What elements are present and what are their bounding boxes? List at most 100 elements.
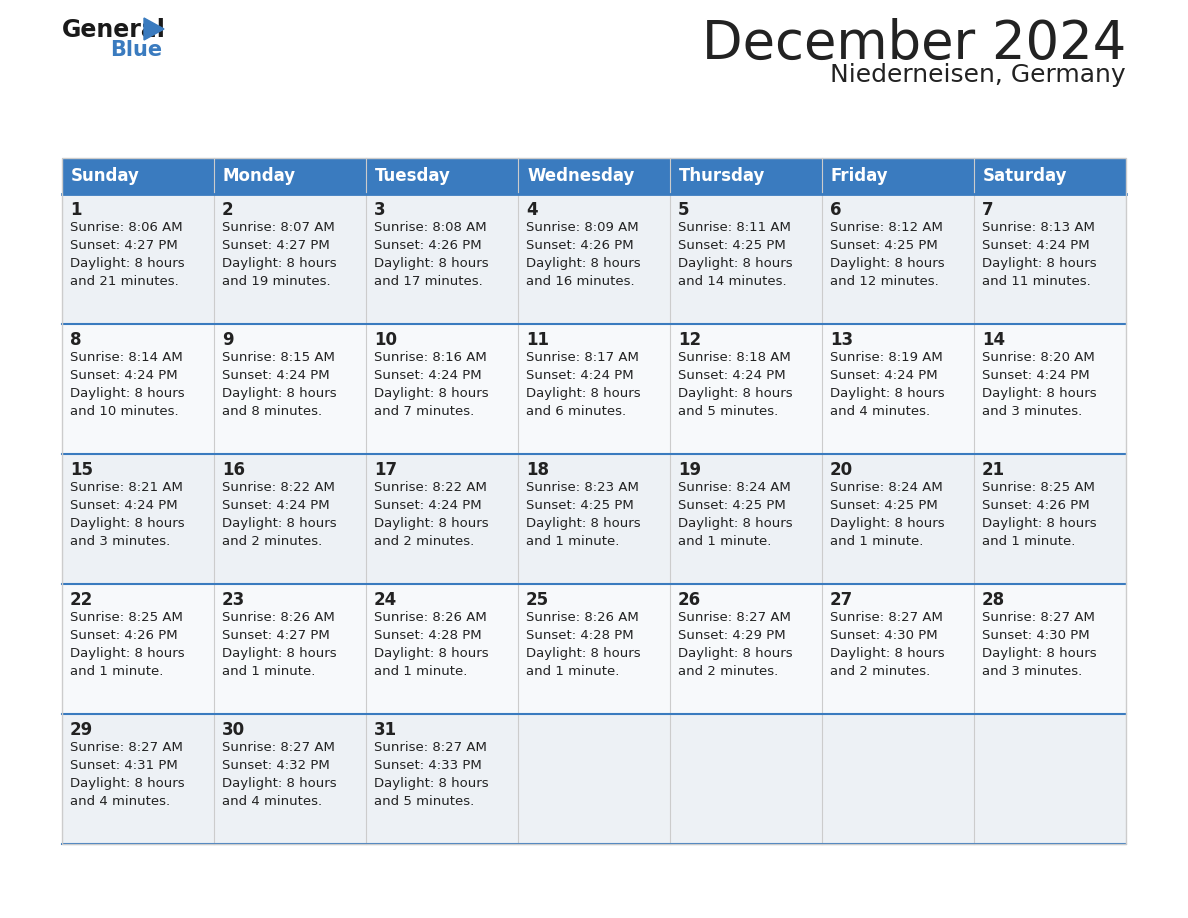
Text: Thursday: Thursday [680,167,765,185]
Text: 21: 21 [982,461,1005,479]
Text: Daylight: 8 hours: Daylight: 8 hours [526,387,640,400]
Text: Daylight: 8 hours: Daylight: 8 hours [526,257,640,270]
Text: Sunrise: 8:26 AM: Sunrise: 8:26 AM [374,611,487,624]
Text: and 11 minutes.: and 11 minutes. [982,275,1091,288]
Text: and 10 minutes.: and 10 minutes. [70,405,178,418]
Text: 23: 23 [222,591,245,609]
Text: and 4 minutes.: and 4 minutes. [830,405,930,418]
Text: Daylight: 8 hours: Daylight: 8 hours [830,257,944,270]
Text: Sunday: Sunday [71,167,140,185]
Text: Sunset: 4:25 PM: Sunset: 4:25 PM [830,239,937,252]
Text: Sunset: 4:25 PM: Sunset: 4:25 PM [830,499,937,512]
Text: Daylight: 8 hours: Daylight: 8 hours [374,257,488,270]
Text: and 14 minutes.: and 14 minutes. [678,275,786,288]
Text: Sunrise: 8:26 AM: Sunrise: 8:26 AM [222,611,335,624]
Text: 31: 31 [374,721,397,739]
Text: 20: 20 [830,461,853,479]
Text: Sunset: 4:26 PM: Sunset: 4:26 PM [374,239,481,252]
Text: 17: 17 [374,461,397,479]
Text: 2: 2 [222,201,234,219]
Text: Sunrise: 8:23 AM: Sunrise: 8:23 AM [526,481,639,494]
Text: December 2024: December 2024 [702,18,1126,70]
Text: 25: 25 [526,591,549,609]
Text: Sunset: 4:27 PM: Sunset: 4:27 PM [222,629,330,642]
Text: and 2 minutes.: and 2 minutes. [222,535,322,548]
Text: and 3 minutes.: and 3 minutes. [70,535,170,548]
Text: and 12 minutes.: and 12 minutes. [830,275,939,288]
Text: Sunset: 4:24 PM: Sunset: 4:24 PM [70,499,178,512]
Text: Sunset: 4:25 PM: Sunset: 4:25 PM [526,499,633,512]
Text: Daylight: 8 hours: Daylight: 8 hours [70,777,184,790]
Text: Daylight: 8 hours: Daylight: 8 hours [982,517,1097,530]
Bar [974,158,1126,194]
Text: Friday: Friday [830,167,889,185]
Bar [62,324,1126,454]
Text: Daylight: 8 hours: Daylight: 8 hours [374,517,488,530]
Text: Sunrise: 8:22 AM: Sunrise: 8:22 AM [374,481,487,494]
Text: and 3 minutes.: and 3 minutes. [982,405,1082,418]
Text: Sunrise: 8:25 AM: Sunrise: 8:25 AM [70,611,183,624]
Text: 18: 18 [526,461,549,479]
Text: Sunset: 4:30 PM: Sunset: 4:30 PM [830,629,937,642]
Text: Monday: Monday [223,167,296,185]
Text: Daylight: 8 hours: Daylight: 8 hours [70,257,184,270]
Text: and 2 minutes.: and 2 minutes. [374,535,474,548]
Text: 30: 30 [222,721,245,739]
Text: Daylight: 8 hours: Daylight: 8 hours [830,387,944,400]
Text: Sunset: 4:24 PM: Sunset: 4:24 PM [374,369,481,382]
Text: Sunrise: 8:27 AM: Sunrise: 8:27 AM [70,741,183,754]
Text: Saturday: Saturday [982,167,1068,185]
Text: Sunset: 4:24 PM: Sunset: 4:24 PM [70,369,178,382]
Text: Sunset: 4:28 PM: Sunset: 4:28 PM [526,629,633,642]
Text: Sunset: 4:32 PM: Sunset: 4:32 PM [222,759,330,772]
Text: Sunrise: 8:15 AM: Sunrise: 8:15 AM [222,351,335,364]
Text: 5: 5 [678,201,689,219]
Text: Sunrise: 8:22 AM: Sunrise: 8:22 AM [222,481,335,494]
Text: and 16 minutes.: and 16 minutes. [526,275,634,288]
Text: and 17 minutes.: and 17 minutes. [374,275,482,288]
Text: Daylight: 8 hours: Daylight: 8 hours [678,647,792,660]
Text: 1: 1 [70,201,82,219]
Text: Sunset: 4:24 PM: Sunset: 4:24 PM [678,369,785,382]
Text: Sunrise: 8:21 AM: Sunrise: 8:21 AM [70,481,183,494]
Text: Tuesday: Tuesday [375,167,451,185]
Text: Sunset: 4:24 PM: Sunset: 4:24 PM [374,499,481,512]
Bar [62,714,1126,844]
Text: Daylight: 8 hours: Daylight: 8 hours [70,647,184,660]
Text: Daylight: 8 hours: Daylight: 8 hours [830,647,944,660]
Text: 13: 13 [830,331,853,349]
Text: General: General [62,18,166,42]
Text: Sunrise: 8:13 AM: Sunrise: 8:13 AM [982,221,1095,234]
Text: 6: 6 [830,201,841,219]
Text: and 1 minute.: and 1 minute. [526,665,619,678]
Text: Sunrise: 8:12 AM: Sunrise: 8:12 AM [830,221,943,234]
Text: Daylight: 8 hours: Daylight: 8 hours [222,387,336,400]
Text: 16: 16 [222,461,245,479]
Text: 4: 4 [526,201,538,219]
Text: and 1 minute.: and 1 minute. [222,665,315,678]
Text: Sunrise: 8:17 AM: Sunrise: 8:17 AM [526,351,639,364]
Text: and 1 minute.: and 1 minute. [678,535,771,548]
Text: Sunset: 4:29 PM: Sunset: 4:29 PM [678,629,785,642]
Text: Sunrise: 8:14 AM: Sunrise: 8:14 AM [70,351,183,364]
Text: Sunrise: 8:07 AM: Sunrise: 8:07 AM [222,221,335,234]
Text: Daylight: 8 hours: Daylight: 8 hours [374,387,488,400]
Text: Sunset: 4:24 PM: Sunset: 4:24 PM [526,369,633,382]
Bar [822,158,974,194]
Text: Daylight: 8 hours: Daylight: 8 hours [982,257,1097,270]
Text: Sunset: 4:25 PM: Sunset: 4:25 PM [678,239,785,252]
Text: Daylight: 8 hours: Daylight: 8 hours [526,517,640,530]
Text: and 2 minutes.: and 2 minutes. [830,665,930,678]
Text: and 1 minute.: and 1 minute. [982,535,1075,548]
Text: 3: 3 [374,201,386,219]
Text: Sunset: 4:27 PM: Sunset: 4:27 PM [70,239,178,252]
Text: 7: 7 [982,201,993,219]
Bar [62,158,214,194]
Text: Daylight: 8 hours: Daylight: 8 hours [374,647,488,660]
Text: Daylight: 8 hours: Daylight: 8 hours [678,387,792,400]
Text: Sunrise: 8:08 AM: Sunrise: 8:08 AM [374,221,487,234]
Text: 22: 22 [70,591,93,609]
Text: Sunrise: 8:11 AM: Sunrise: 8:11 AM [678,221,791,234]
Text: and 21 minutes.: and 21 minutes. [70,275,178,288]
Text: 28: 28 [982,591,1005,609]
